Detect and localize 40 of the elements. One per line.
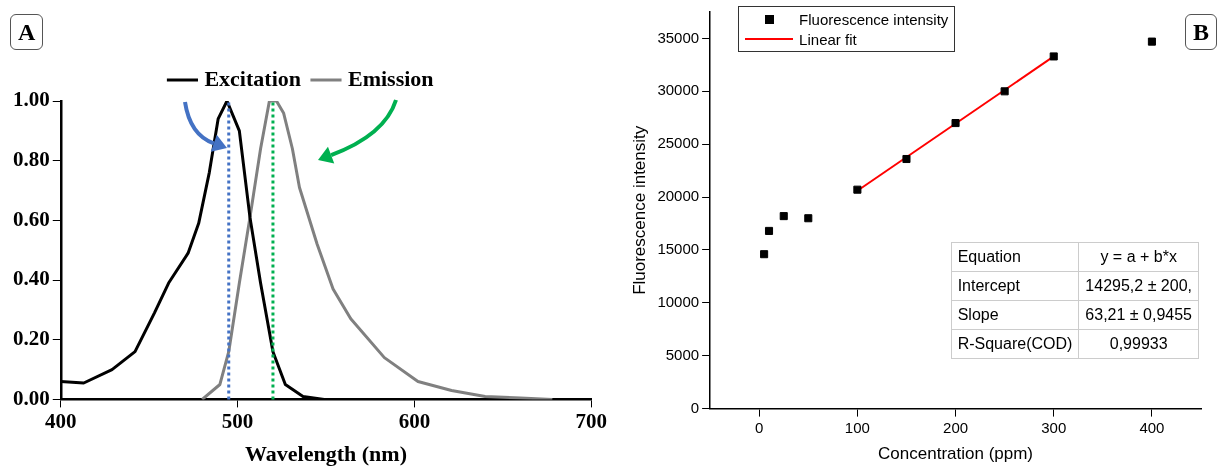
y-tick-label: 35000 bbox=[657, 28, 700, 46]
y-tick-label: 1.00 bbox=[13, 87, 50, 112]
y-tick-label: 15000 bbox=[657, 240, 700, 258]
y-tick-label: 25000 bbox=[657, 134, 700, 152]
annotation: 63,21 ± 0,9455 bbox=[1078, 300, 1199, 330]
y-axis-title: Fluorescence intensity bbox=[629, 125, 649, 295]
x-tick-label: 500 bbox=[221, 409, 254, 434]
x-tick-label: 400 bbox=[45, 409, 77, 434]
legend-label: Excitation bbox=[204, 65, 301, 91]
y-tick-label: 0.20 bbox=[13, 326, 50, 351]
annotation: y = a + b*x bbox=[1078, 242, 1199, 272]
annotation: R-Square(COD) bbox=[951, 329, 1079, 359]
chart-title: B bbox=[1184, 14, 1217, 50]
x-axis-title: Concentration (ppm) bbox=[878, 444, 1034, 464]
legend-label: Emission bbox=[347, 65, 434, 91]
x-tick-label: 200 bbox=[943, 418, 969, 436]
y-tick-label: 0 bbox=[690, 398, 700, 416]
y-tick-label: 0.00 bbox=[13, 385, 50, 410]
x-tick-label: 100 bbox=[844, 418, 870, 436]
x-axis-title: Wavelength (nm) bbox=[245, 441, 407, 467]
y-tick-label: 0.40 bbox=[13, 266, 50, 291]
legend-label: Linear fit bbox=[799, 30, 857, 48]
annotation: Intercept bbox=[951, 271, 1079, 301]
x-tick-label: 400 bbox=[1139, 418, 1165, 436]
annotation: 14295,2 ± 200, bbox=[1078, 271, 1199, 301]
annotation: Slope bbox=[951, 300, 1079, 330]
x-tick-label: 700 bbox=[575, 409, 607, 434]
annotation: Equation bbox=[951, 242, 1079, 272]
y-tick-label: 5000 bbox=[665, 345, 700, 363]
annotation: 0,99933 bbox=[1078, 329, 1199, 359]
y-tick-label: 0.80 bbox=[13, 147, 50, 172]
legend-label: Fluorescence intensity bbox=[799, 10, 949, 28]
y-tick-label: 30000 bbox=[657, 81, 700, 99]
y-tick-label: 10000 bbox=[657, 292, 700, 310]
y-tick-label: 0.60 bbox=[13, 206, 50, 231]
chart-title: A bbox=[10, 14, 44, 50]
x-tick-label: 0 bbox=[755, 418, 764, 436]
y-tick-label: 20000 bbox=[657, 187, 700, 205]
x-tick-label: 600 bbox=[398, 409, 431, 434]
x-tick-label: 300 bbox=[1041, 418, 1067, 436]
